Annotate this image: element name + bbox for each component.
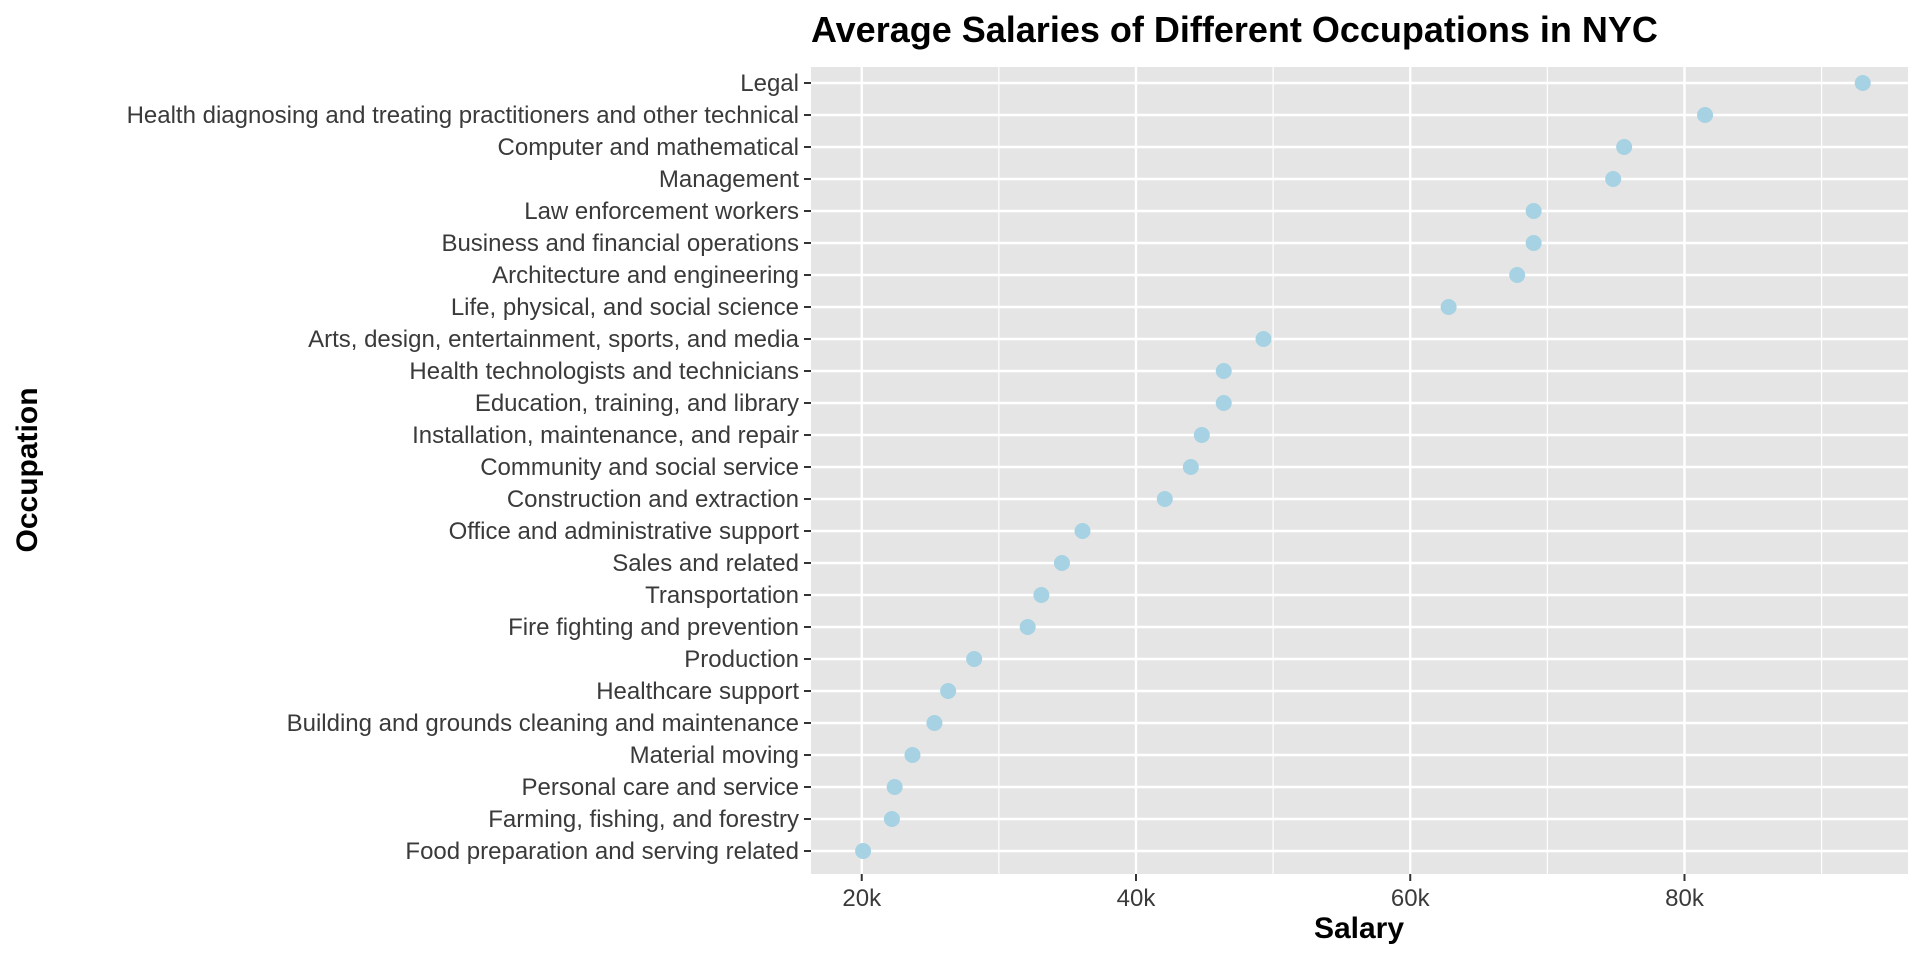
data-point bbox=[940, 683, 957, 699]
x-axis-title: Salary bbox=[1314, 912, 1404, 945]
data-points bbox=[855, 75, 1871, 859]
category-label: Production bbox=[684, 646, 799, 673]
category-label: Health diagnosing and treating practitio… bbox=[127, 102, 799, 129]
data-point bbox=[926, 715, 943, 731]
category-label: Arts, design, entertainment, sports, and… bbox=[308, 326, 800, 353]
category-label: Food preparation and serving related bbox=[405, 838, 799, 865]
x-tick-label: 60k bbox=[1391, 885, 1431, 912]
category-label: Sales and related bbox=[612, 550, 799, 577]
category-label: Building and grounds cleaning and mainte… bbox=[287, 710, 799, 737]
data-point bbox=[1440, 299, 1457, 315]
x-tick-label: 20k bbox=[842, 885, 882, 912]
y-axis-ticks bbox=[804, 82, 811, 852]
y-axis-category-labels: Legal Health diagnosing and treating prac… bbox=[127, 70, 800, 865]
category-label: Community and social service bbox=[480, 454, 799, 481]
category-label: Computer and mathematical bbox=[498, 134, 799, 161]
category-label: Healthcare support bbox=[596, 678, 799, 705]
data-point bbox=[966, 651, 983, 667]
data-point bbox=[1255, 331, 1272, 347]
y-axis-title: Occupation bbox=[11, 387, 44, 552]
data-point bbox=[1605, 171, 1622, 187]
x-tick-label: 80k bbox=[1665, 885, 1705, 912]
data-point bbox=[1193, 427, 1210, 443]
category-label: Office and administrative support bbox=[449, 518, 800, 545]
data-point bbox=[1182, 459, 1199, 475]
data-point bbox=[1525, 203, 1542, 219]
data-point bbox=[855, 843, 872, 859]
data-point bbox=[1697, 107, 1714, 123]
data-point bbox=[1215, 363, 1232, 379]
data-point bbox=[1074, 523, 1091, 539]
data-point bbox=[1033, 587, 1050, 603]
category-label: Law enforcement workers bbox=[524, 198, 799, 225]
category-label: Life, physical, and social science bbox=[451, 294, 799, 321]
data-point bbox=[1156, 491, 1173, 507]
x-tick-label: 40k bbox=[1117, 885, 1157, 912]
data-point bbox=[904, 747, 921, 763]
data-point bbox=[1854, 75, 1871, 91]
data-point bbox=[1616, 139, 1633, 155]
minor-gridlines bbox=[998, 67, 1823, 874]
category-label: Material moving bbox=[630, 742, 799, 769]
category-label: Legal bbox=[740, 70, 799, 97]
category-label: Installation, maintenance, and repair bbox=[412, 422, 799, 449]
category-label: Management bbox=[659, 166, 799, 193]
data-point bbox=[1215, 395, 1232, 411]
data-point bbox=[886, 779, 903, 795]
category-label: Farming, fishing, and forestry bbox=[488, 806, 799, 833]
category-label: Fire fighting and prevention bbox=[508, 614, 799, 641]
x-axis-ticks bbox=[860, 874, 1686, 881]
category-label: Construction and extraction bbox=[507, 486, 799, 513]
category-label: Personal care and service bbox=[522, 774, 799, 801]
data-point bbox=[1053, 555, 1070, 571]
category-label: Education, training, and library bbox=[475, 390, 799, 417]
data-point bbox=[1019, 619, 1036, 635]
category-label: Health technologists and technicians bbox=[409, 358, 799, 385]
data-point bbox=[1525, 235, 1542, 251]
plot-panel bbox=[811, 67, 1908, 874]
chart-title: Average Salaries of Different Occupation… bbox=[811, 9, 1658, 50]
category-label: Transportation bbox=[645, 582, 799, 609]
x-axis-tick-labels: 20k 40k 60k 80k bbox=[842, 885, 1704, 912]
category-label: Architecture and engineering bbox=[492, 262, 799, 289]
data-point bbox=[883, 811, 900, 827]
major-gridlines bbox=[811, 67, 1908, 874]
category-label: Business and financial operations bbox=[441, 230, 799, 257]
data-point bbox=[1509, 267, 1526, 283]
